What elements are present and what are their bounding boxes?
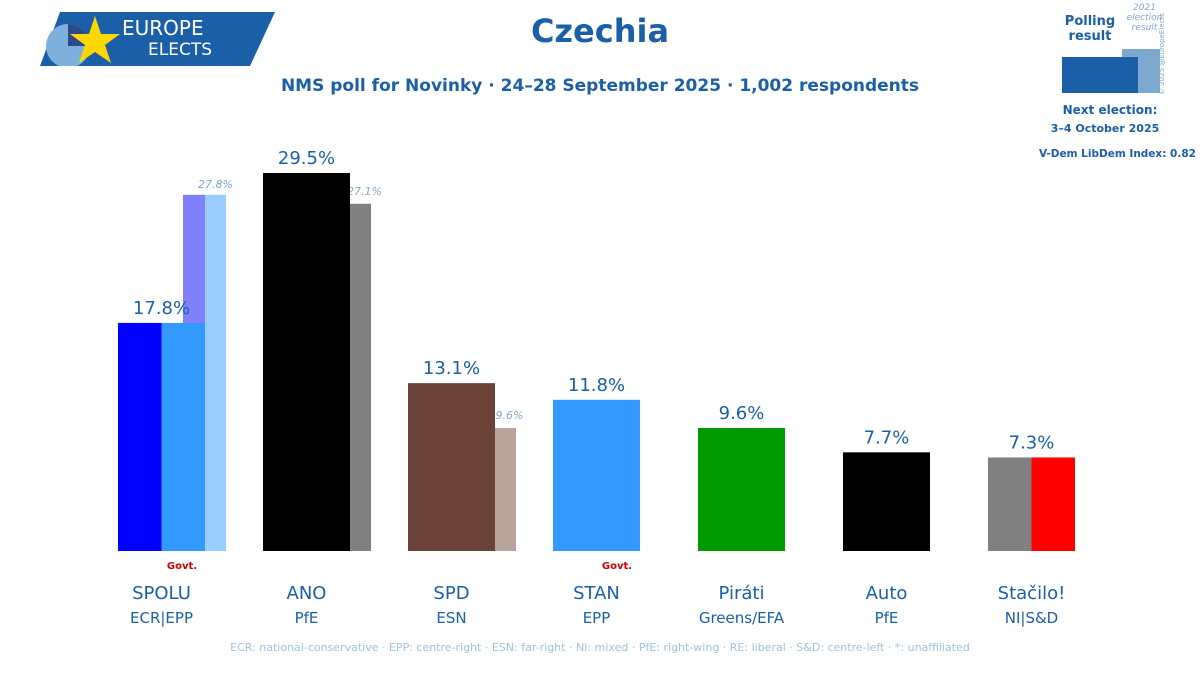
poll-value-label: 17.8% xyxy=(133,298,190,319)
party-group: NI|S&D xyxy=(1005,609,1058,627)
poll-bar xyxy=(553,399,640,551)
poll-value-label: 29.5% xyxy=(278,148,335,169)
poll-bar xyxy=(843,452,930,551)
legend-previous-label: 2021 election result xyxy=(1126,3,1163,33)
chart-subtitle: NMS poll for Novinky · 24–28 September 2… xyxy=(280,76,920,96)
poll-bar xyxy=(263,173,350,551)
legend: Polling result 2021 election result © 20… xyxy=(1030,0,1200,170)
previous-bar xyxy=(350,203,371,551)
poll-bar xyxy=(118,322,162,551)
party-group: PfE xyxy=(295,609,319,627)
footnote: ECR: national-conservative · EPP: centre… xyxy=(230,641,970,654)
party-name: ANO xyxy=(287,583,327,604)
previous-value-label: 27.1% xyxy=(347,185,382,198)
govt-label: Govt. xyxy=(167,561,197,572)
previous-bar xyxy=(495,427,516,551)
party-group: ECR|EPP xyxy=(130,609,193,627)
party-group: ESN xyxy=(436,609,466,627)
logo-graphic xyxy=(40,12,275,68)
logo-line1: EUROPE xyxy=(122,16,204,40)
next-election-label: Next election: xyxy=(1062,103,1158,117)
poll-value-label: 7.7% xyxy=(864,427,910,448)
poll-bar xyxy=(161,322,205,551)
party-name: Auto xyxy=(866,583,908,604)
logo-line2: ELECTS xyxy=(148,40,212,60)
next-election-date: 3–4 October 2025 xyxy=(1050,122,1160,135)
europe-elects-logo: EUROPE ELECTS xyxy=(40,12,275,68)
party-name: SPOLU xyxy=(132,583,191,604)
poll-bar xyxy=(988,457,1032,551)
party-group: EPP xyxy=(583,609,611,627)
vdem-index: V-Dem LibDem Index: 0.82 xyxy=(1039,148,1196,160)
party-name: SPD xyxy=(433,583,469,604)
previous-value-label: 27.8% xyxy=(198,178,233,191)
party-name: Piráti xyxy=(719,583,765,604)
poll-value-label: 9.6% xyxy=(719,403,765,424)
party-group: Greens/EFA xyxy=(699,609,785,627)
chart-title: Czechia xyxy=(530,12,670,50)
poll-value-label: 13.1% xyxy=(423,358,480,379)
legend-polling-label: Polling result xyxy=(1064,14,1116,44)
poll-bar xyxy=(698,427,785,551)
party-name: STAN xyxy=(573,583,620,604)
govt-label: Govt. xyxy=(602,561,632,572)
poll-bar xyxy=(1031,457,1075,551)
party-group: PfE xyxy=(875,609,899,627)
legend-polling-swatch xyxy=(1062,57,1138,93)
poll-bar xyxy=(408,383,495,551)
previous-bar-segment xyxy=(205,194,226,551)
party-name: Stačilo! xyxy=(998,583,1066,604)
legend-previous-swatch xyxy=(1152,49,1160,93)
previous-value-label: 9.6% xyxy=(496,409,524,422)
poll-value-label: 7.3% xyxy=(1009,432,1055,453)
poll-value-label: 11.8% xyxy=(568,375,625,396)
